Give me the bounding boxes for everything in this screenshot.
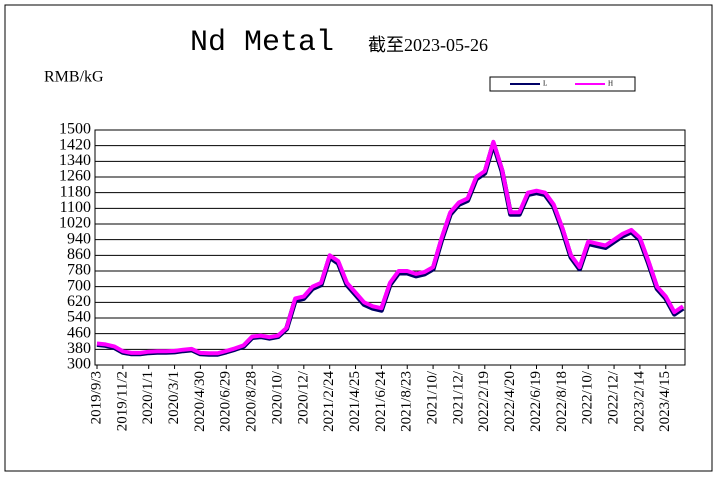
y-tick-label: 1100: [60, 199, 91, 216]
y-tick-label: 540: [67, 309, 91, 326]
x-tick-label: 2022/8/18: [554, 371, 570, 432]
legend-label: H: [608, 80, 613, 88]
y-tick-label: 700: [67, 277, 91, 294]
y-tick-label: 1340: [59, 152, 91, 169]
x-tick-label: 2021/12/: [450, 370, 466, 424]
x-tick-label: 2021/10/: [425, 370, 441, 424]
y-tick-label: 1180: [60, 183, 91, 200]
y-tick-label: 380: [67, 340, 91, 357]
x-tick-label: 2020/4/30: [192, 371, 208, 432]
y-tick-label: 860: [67, 246, 91, 263]
chart-subtitle: 截至2023-05-26: [368, 35, 488, 55]
chart-title: Nd Metal: [190, 26, 334, 60]
y-tick-label: 300: [67, 356, 91, 373]
y-tick-label: 1500: [59, 121, 91, 138]
x-tick-label: 2020/1/1: [140, 371, 156, 424]
legend: [489, 76, 636, 92]
x-tick-label: 2022/4/20: [502, 371, 518, 432]
series-line: [96, 139, 685, 356]
y-tick-label: 940: [67, 230, 91, 247]
y-tick-label: 1420: [59, 136, 91, 153]
x-tick-label: 2019/9/3: [88, 371, 104, 424]
y-tick-label: 780: [67, 262, 91, 279]
x-tick-label: 2020/3/1: [166, 371, 182, 424]
x-tick-label: 2022/6/19: [528, 371, 544, 432]
x-tick-label: 2021/8/23: [399, 371, 415, 432]
x-tick-label: 2019/11/2: [114, 371, 130, 431]
x-tick-label: 2022/2/19: [476, 371, 492, 432]
x-tick-label: 2021/6/24: [373, 371, 389, 432]
x-tick-label: 2021/2/24: [321, 371, 337, 432]
y-tick-label: 620: [67, 293, 91, 310]
x-tick-label: 2021/4/25: [347, 371, 363, 432]
x-tick-label: 2020/12/: [295, 370, 311, 424]
x-tick-label: 2020/10/: [269, 370, 285, 424]
x-tick-label: 2022/12/: [605, 370, 621, 424]
y-tick-label: 1020: [59, 215, 91, 232]
x-tick-label: 2023/2/14: [631, 371, 647, 432]
y-axis-label: RMB/kG: [44, 69, 104, 86]
y-tick-label: 1260: [59, 168, 91, 185]
y-tick-label: 460: [67, 324, 91, 341]
x-tick-label: 2020/6/29: [218, 371, 234, 432]
x-tick-label: 2020/8/28: [244, 371, 260, 432]
x-tick-label: 2022/10/: [580, 370, 596, 424]
x-tick-label: 2023/4/15: [657, 371, 673, 432]
legend-label: L: [543, 80, 547, 88]
